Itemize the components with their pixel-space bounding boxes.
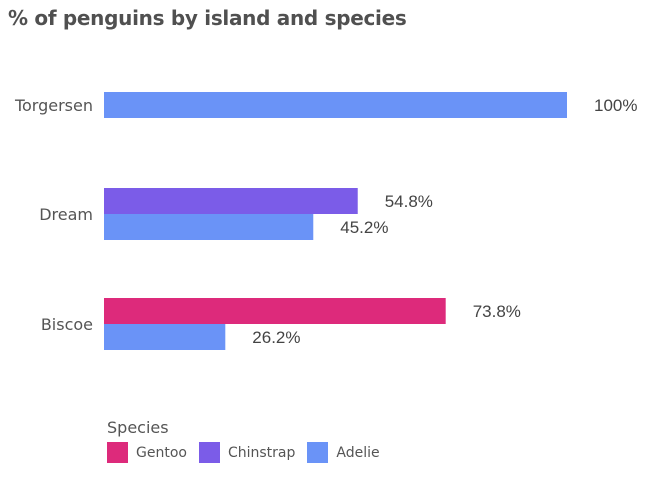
category-label-torgersen: Torgersen (14, 96, 93, 115)
bar-biscoe-adelie (104, 324, 226, 350)
legend-item-adelie: Adelie (307, 442, 380, 463)
data-label-torgersen-adelie: 100% (594, 96, 637, 115)
data-label-dream-adelie: 45.2% (340, 218, 388, 237)
legend-swatch-chinstrap (198, 442, 220, 463)
legend-title: Species (107, 418, 169, 437)
legend: Gentoo Chinstrap Adelie (107, 442, 392, 463)
data-label-biscoe-gentoo: 73.8% (473, 302, 521, 321)
category-label-dream: Dream (39, 205, 93, 224)
data-label-biscoe-adelie: 26.2% (252, 328, 300, 347)
bar-torgersen-adelie (104, 92, 567, 118)
legend-swatch-adelie (307, 442, 329, 463)
data-label-dream-chinstrap: 54.8% (385, 192, 433, 211)
legend-label-chinstrap: Chinstrap (227, 444, 296, 461)
bar-dream-adelie (104, 214, 314, 240)
legend-item-chinstrap: Chinstrap (198, 442, 296, 463)
legend-item-gentoo: Gentoo (107, 442, 187, 463)
bar-dream-chinstrap (104, 188, 358, 214)
legend-swatch-gentoo (107, 442, 128, 463)
chart-title: % of penguins by island and species (8, 6, 407, 30)
category-label-biscoe: Biscoe (41, 315, 93, 334)
bar-chart: 100% Torgersen 54.8% 45.2% Dream 73.8% 26.2% Bi… (14, 92, 637, 350)
legend-label-adelie: Adelie (336, 444, 380, 461)
bar-biscoe-gentoo (104, 298, 446, 324)
legend-label-gentoo: Gentoo (136, 444, 187, 461)
